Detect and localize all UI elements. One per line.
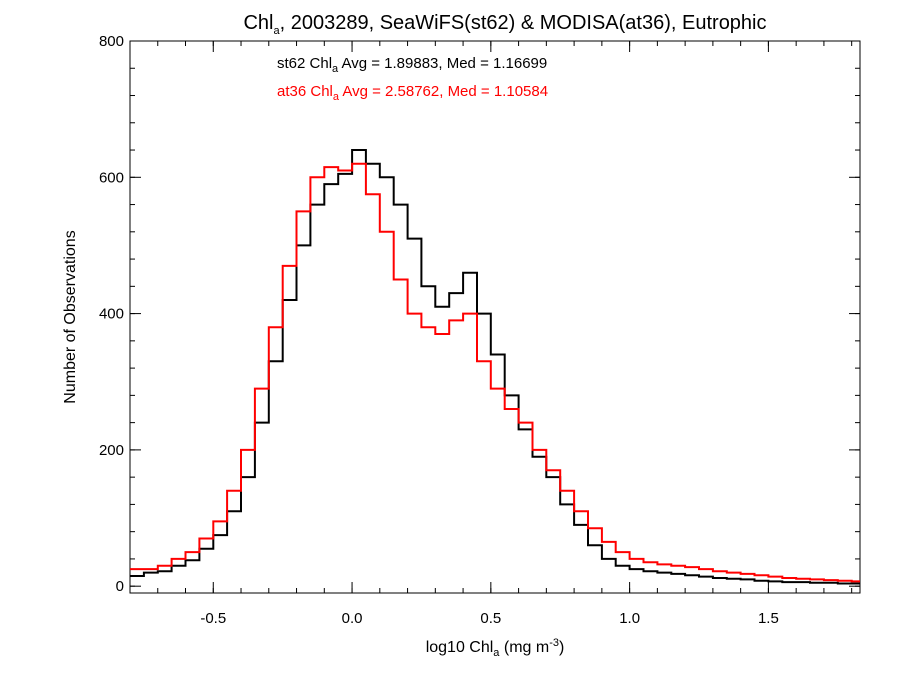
y-tick-label: 200 <box>99 442 124 459</box>
chart-title: Chla, 2003289, SeaWiFS(st62) & MODISA(at… <box>243 12 766 37</box>
histogram-series <box>130 149 860 585</box>
x-axis-label: log10 Chla (mg m-3) <box>426 637 565 659</box>
stats-at36-suffix: Avg = 2.58762, Med = 1.10584 <box>339 83 548 100</box>
series-line-st62 <box>130 149 860 585</box>
x-tick-label: 0.5 <box>480 610 501 627</box>
x-tick-label: 1.5 <box>758 610 779 627</box>
stats-at36-prefix: at36 Chl <box>277 83 333 100</box>
x-axis-ticks <box>129 41 853 593</box>
stats-st62-suffix: Avg = 1.89883, Med = 1.16699 <box>338 55 547 72</box>
stats-st62: st62 Chla Avg = 1.89883, Med = 1.16699 <box>277 55 547 75</box>
y-tick-label: 600 <box>99 169 124 186</box>
series-line-at36 <box>130 162 860 583</box>
plot-frame <box>129 40 861 594</box>
stats-at36: at36 Chla Avg = 2.58762, Med = 1.10584 <box>277 83 548 103</box>
x-tick-label: 1.0 <box>619 610 640 627</box>
y-axis-label: Number of Observations <box>62 230 79 403</box>
x-axis-label-subscript: a <box>493 647 500 659</box>
x-tick-label: -0.5 <box>200 610 226 627</box>
x-axis-label-mid: (mg m <box>499 639 549 656</box>
x-axis-tick-labels: -0.5 0.0 0.5 1.0 1.5 <box>200 610 778 627</box>
x-axis-label-prefix: log10 Chl <box>426 639 494 656</box>
chart-title-suffix: , 2003289, SeaWiFS(st62) & MODISA(at36),… <box>280 12 767 34</box>
y-axis-tick-labels: 0 200 400 600 800 <box>99 33 124 595</box>
chart-title-prefix: Chl <box>243 12 273 34</box>
stats-st62-subscript: a <box>332 63 339 75</box>
y-tick-label: 0 <box>116 578 124 595</box>
stats-st62-prefix: st62 Chl <box>277 55 332 72</box>
chart-title-subscript: a <box>274 25 281 37</box>
y-tick-label: 800 <box>99 33 124 50</box>
x-axis-label-suffix: ) <box>559 639 564 656</box>
stats-at36-subscript: a <box>333 91 340 103</box>
x-axis-label-superscript: -3 <box>549 637 559 649</box>
y-tick-label: 400 <box>99 306 124 323</box>
x-tick-label: 0.0 <box>342 610 363 627</box>
y-axis-ticks <box>130 40 860 587</box>
